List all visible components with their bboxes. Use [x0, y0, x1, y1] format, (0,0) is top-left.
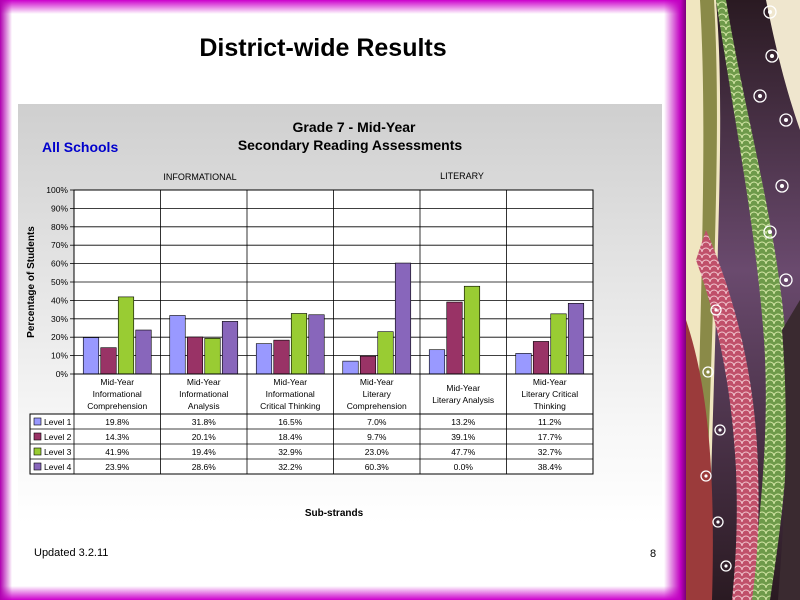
bar-level-2: [186, 336, 204, 375]
data-label: 32.9%: [278, 447, 303, 457]
x-tick-label: Mid-Year Informational Critical Thinking: [260, 377, 321, 411]
data-label: 23.0%: [365, 447, 390, 457]
legend-key-level-2: [33, 432, 42, 441]
bar-level-1: [169, 315, 186, 375]
data-label: 31.8%: [192, 417, 217, 427]
y-tick-label: 100%: [46, 185, 68, 195]
x-tick-label: Mid-Year Literary Comprehension: [347, 377, 407, 411]
slide-title: District-wide Results: [199, 34, 447, 62]
bar-level-2: [359, 355, 377, 375]
y-tick-label: 10%: [51, 351, 68, 361]
x-axis-label: Sub-strands: [305, 508, 364, 519]
data-label: 0.0%: [454, 462, 474, 472]
x-tick-label: Mid-Year Literary Critical Thinking: [521, 377, 578, 411]
slide-right-border: [664, 0, 686, 600]
bar-level-3: [204, 338, 221, 375]
legend-key-level-1: [33, 417, 42, 426]
data-label: 47.7%: [451, 447, 476, 457]
data-label: 19.8%: [105, 417, 130, 427]
chart-subtitle: Secondary Reading Assessments: [238, 137, 463, 153]
y-tick-label: 50%: [51, 277, 68, 287]
bar-level-1: [515, 353, 532, 375]
data-label: 20.1%: [192, 432, 217, 442]
bar-level-4: [135, 329, 152, 375]
corner-label: All Schools: [42, 139, 118, 155]
chart-panel: Grade 7 - Mid-Year Secondary Reading Asse…: [18, 104, 662, 524]
bar-level-2: [100, 347, 117, 375]
y-tick-label: 40%: [51, 295, 68, 305]
y-tick-label: 60%: [51, 259, 68, 269]
bar-level-4: [308, 314, 325, 375]
slide-left-border: [0, 0, 12, 600]
y-tick-label: 70%: [51, 240, 68, 250]
data-label: 38.4%: [538, 462, 563, 472]
bar-chart: Grade 7 - Mid-Year Secondary Reading Asse…: [26, 119, 594, 519]
y-axis-label: Percentage of Students: [26, 226, 37, 338]
updated-date: Updated 3.2.11: [34, 547, 109, 559]
legend-label: Level 3: [44, 447, 72, 457]
data-label: 32.7%: [538, 447, 563, 457]
data-label: 11.2%: [538, 417, 562, 427]
x-tick-label: Mid-Year Literary Analysis: [432, 383, 494, 405]
y-tick-label: 90%: [51, 203, 68, 213]
legend-label: Level 1: [44, 417, 72, 427]
bar-level-3: [377, 331, 394, 375]
bar-level-4: [394, 262, 412, 375]
y-tick-label: 20%: [51, 332, 68, 342]
bar-level-2: [273, 339, 290, 375]
group-label-informational: INFORMATIONAL: [163, 172, 236, 182]
data-label: 14.3%: [105, 432, 130, 442]
y-tick-label: 30%: [51, 314, 68, 324]
y-tick-label: 0%: [56, 369, 69, 379]
bar-level-1: [82, 337, 100, 375]
legend-label: Level 4: [44, 462, 72, 472]
bar-level-3: [290, 313, 308, 375]
page-number: 8: [650, 548, 657, 560]
data-label: 17.7%: [538, 432, 563, 442]
bar-level-2: [446, 301, 463, 375]
bar-level-3: [550, 313, 567, 375]
x-tick-label: Mid-Year Informational Comprehension: [87, 377, 147, 411]
bar-level-1: [255, 343, 273, 375]
data-label: 32.2%: [278, 462, 303, 472]
data-label: 41.9%: [105, 447, 130, 457]
legend-label: Level 2: [44, 432, 72, 442]
bar-level-3: [463, 285, 481, 375]
bar-level-4: [221, 321, 239, 375]
bar-level-2: [532, 341, 550, 375]
data-label: 18.4%: [278, 432, 303, 442]
data-label: 28.6%: [192, 462, 217, 472]
bar-level-1: [342, 360, 359, 375]
y-tick-label: 80%: [51, 222, 68, 232]
data-label: 9.7%: [367, 432, 387, 442]
data-label: 60.3%: [365, 462, 390, 472]
data-label: 7.0%: [367, 417, 387, 427]
data-label: 19.4%: [192, 447, 217, 457]
data-label: 16.5%: [278, 417, 303, 427]
x-tick-label: Mid-Year Informational Analysis: [179, 377, 228, 411]
data-label: 23.9%: [105, 462, 130, 472]
bar-level-4: [567, 303, 585, 375]
decorative-floral-panel: [686, 0, 800, 600]
group-label-literary: LITERARY: [440, 171, 484, 181]
legend-key-level-3: [33, 447, 42, 456]
bar-level-3: [117, 296, 135, 375]
data-label: 13.2%: [451, 417, 476, 427]
legend-key-level-4: [33, 462, 42, 471]
bar-level-1: [428, 349, 446, 375]
data-label: 39.1%: [451, 432, 476, 442]
chart-title: Grade 7 - Mid-Year: [293, 119, 416, 135]
